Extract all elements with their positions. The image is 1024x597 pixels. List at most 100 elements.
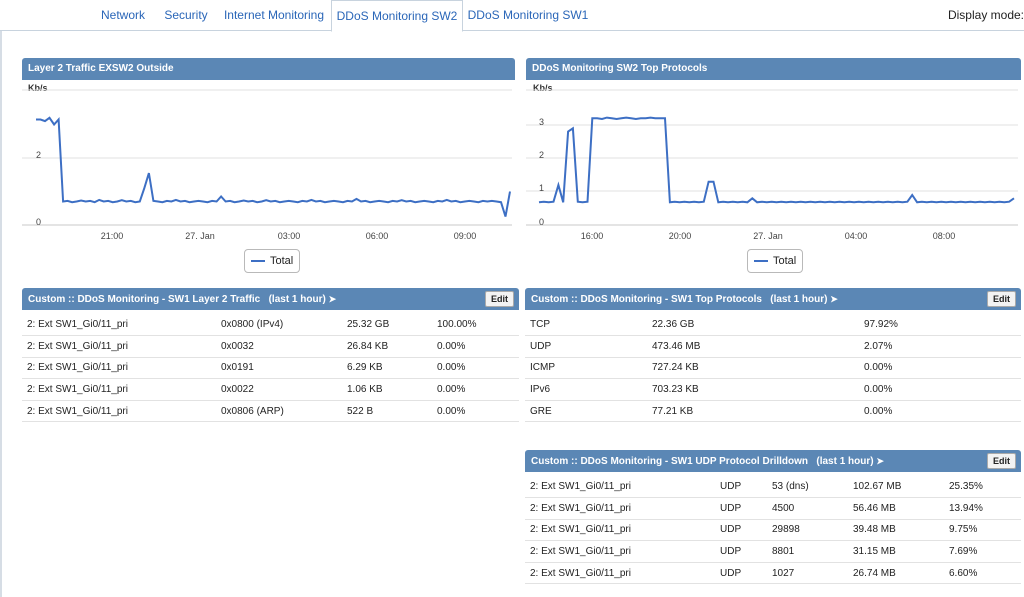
table-cell: 1.06 KB bbox=[342, 378, 432, 401]
table-cell: 100.00% bbox=[432, 314, 519, 337]
table-cell: 2: Ext SW1_Gi0/11_pri bbox=[22, 357, 216, 380]
tab-ddos-monitoring-sw2[interactable]: DDoS Monitoring SW2 bbox=[331, 0, 463, 32]
y-tick-label: 2 bbox=[36, 150, 41, 160]
y-axis-unit: Kb/s bbox=[28, 83, 48, 93]
edit-button[interactable]: Edit bbox=[485, 291, 514, 307]
table-row: 2: Ext SW1_Gi0/11_pri UDP 4500 56.46 MB 13.9… bbox=[525, 497, 1021, 520]
table-cell: 0.00% bbox=[432, 400, 519, 423]
table-sw1-layer2: 2: Ext SW1_Gi0/11_pri 0x0800 (IPv4) 25.32 … bbox=[22, 314, 519, 423]
chart-top-protocols: Kb/s 3 2 1 0 16:00 20:00 27. Jan 04:00 0… bbox=[526, 83, 1018, 241]
table-row: 2: Ext SW1_Gi0/11_pri 0x0022 1.06 KB 0.00% bbox=[22, 378, 519, 401]
panel-title[interactable]: Custom :: DDoS Monitoring - SW1 UDP Prot… bbox=[531, 456, 809, 467]
table-cell: 2.07% bbox=[859, 335, 1021, 358]
table-cell: 1027 bbox=[767, 562, 848, 585]
table-cell: 0.00% bbox=[859, 400, 1021, 423]
table-cell: 0.00% bbox=[859, 378, 1021, 401]
table-row: 2: Ext SW1_Gi0/11_pri 0x0800 (IPv4) 25.32 … bbox=[22, 314, 519, 337]
y-tick-label: 1 bbox=[539, 183, 544, 193]
table-cell: 31.15 MB bbox=[848, 540, 944, 563]
period-label: (last 1 hour) bbox=[770, 294, 828, 305]
table-cell: 703.23 KB bbox=[647, 378, 859, 401]
dashboard-content: Layer 2 Traffic EXSW2 Outside Kb/s 2 0 2… bbox=[0, 31, 1024, 597]
series-total bbox=[538, 116, 1015, 204]
table-cell: 2: Ext SW1_Gi0/11_pri bbox=[525, 562, 715, 585]
tab-internet-monitoring[interactable]: Internet Monitoring bbox=[223, 8, 325, 22]
y-axis-unit: Kb/s bbox=[533, 83, 553, 93]
x-tick-label: 20:00 bbox=[669, 231, 692, 241]
panel-header-layer2-traffic: Layer 2 Traffic EXSW2 Outside bbox=[22, 58, 515, 80]
table-cell: TCP bbox=[525, 314, 647, 337]
expand-arrow-icon[interactable]: ➤ bbox=[830, 294, 838, 304]
table-cell: ICMP bbox=[525, 357, 647, 380]
table-cell: 9.75% bbox=[944, 519, 1021, 542]
table-cell: 2: Ext SW1_Gi0/11_pri bbox=[22, 314, 216, 337]
edit-button[interactable]: Edit bbox=[987, 453, 1016, 469]
legend-total[interactable]: Total bbox=[747, 249, 804, 273]
series-line-total bbox=[36, 116, 511, 217]
table-cell: 56.46 MB bbox=[848, 497, 944, 520]
table-cell: 0x0191 bbox=[216, 357, 342, 380]
edit-button[interactable]: Edit bbox=[987, 291, 1016, 307]
series-total bbox=[36, 116, 511, 217]
table-cell: 25.35% bbox=[944, 476, 1021, 499]
table-cell: UDP bbox=[715, 476, 767, 499]
table-row: 2: Ext SW1_Gi0/11_pri UDP 53 (dns) 102.67 M… bbox=[525, 476, 1021, 499]
table-cell: 473.46 MB bbox=[647, 335, 859, 358]
table-row: 2: Ext SW1_Gi0/11_pri 0x0032 26.84 KB 0.00% bbox=[22, 335, 519, 358]
table-cell: IPv6 bbox=[525, 378, 647, 401]
tab-ddos-monitoring-sw1[interactable]: DDoS Monitoring SW1 bbox=[467, 8, 589, 22]
table-cell: 0x0800 (IPv4) bbox=[216, 314, 342, 337]
table-cell: 0.00% bbox=[432, 378, 519, 401]
table-cell: 2: Ext SW1_Gi0/11_pri bbox=[525, 497, 715, 520]
table-cell: 7.69% bbox=[944, 540, 1021, 563]
y-tick-label: 0 bbox=[36, 217, 41, 227]
table-row: 2: Ext SW1_Gi0/11_pri UDP 1027 26.74 MB 6.60… bbox=[525, 562, 1021, 585]
table-cell: 727.24 KB bbox=[647, 357, 859, 380]
table-cell: 0x0022 bbox=[216, 378, 342, 401]
table-cell: 2: Ext SW1_Gi0/11_pri bbox=[525, 476, 715, 499]
display-mode-label[interactable]: Display mode: bbox=[947, 8, 1024, 22]
panel-title: Layer 2 Traffic EXSW2 Outside bbox=[28, 63, 174, 74]
table-cell: 22.36 GB bbox=[647, 314, 859, 337]
table-cell: UDP bbox=[525, 335, 647, 358]
expand-arrow-icon[interactable]: ➤ bbox=[876, 456, 884, 466]
table-cell: 522 B bbox=[342, 400, 432, 423]
y-tick-label: 0 bbox=[539, 217, 544, 227]
table-row: 2: Ext SW1_Gi0/11_pri 0x0806 (ARP) 522 B 0.… bbox=[22, 400, 519, 423]
panel-header-sw1-layer2: Custom :: DDoS Monitoring - SW1 Layer 2 … bbox=[22, 288, 519, 310]
tab-security[interactable]: Security bbox=[164, 8, 208, 22]
table-sw1-top-protocols: TCP 22.36 GB 97.92% UDP 473.46 MB 2.07% ICMP 72… bbox=[525, 314, 1021, 423]
table-cell: 25.32 GB bbox=[342, 314, 432, 337]
period-label: (last 1 hour) bbox=[268, 294, 326, 305]
expand-arrow-icon[interactable]: ➤ bbox=[328, 294, 337, 304]
table-cell: 6.60% bbox=[944, 562, 1021, 585]
x-tick-label: 27. Jan bbox=[185, 231, 215, 241]
panel-title[interactable]: Custom :: DDoS Monitoring - SW1 Top Prot… bbox=[531, 294, 762, 305]
panel-title[interactable]: Custom :: DDoS Monitoring - SW1 Layer 2 … bbox=[28, 294, 261, 305]
table-cell: 53 (dns) bbox=[767, 476, 848, 499]
legend-total[interactable]: Total bbox=[244, 249, 301, 273]
legend-label: Total bbox=[270, 255, 294, 267]
period-label: (last 1 hour) bbox=[816, 456, 874, 467]
x-tick-label: 06:00 bbox=[366, 231, 389, 241]
table-cell: 77.21 KB bbox=[647, 400, 859, 423]
table-sw1-udp-drilldown: 2: Ext SW1_Gi0/11_pri UDP 53 (dns) 102.67 M… bbox=[525, 476, 1021, 585]
table-cell: 0x0032 bbox=[216, 335, 342, 358]
x-tick-label: 27. Jan bbox=[753, 231, 783, 241]
table-row: IPv6 703.23 KB 0.00% bbox=[525, 378, 1021, 401]
legend-label: Total bbox=[773, 255, 797, 267]
table-cell: UDP bbox=[715, 519, 767, 542]
x-tick-label: 16:00 bbox=[581, 231, 604, 241]
table-cell: UDP bbox=[715, 540, 767, 563]
x-tick-label: 09:00 bbox=[454, 231, 477, 241]
tab-network[interactable]: Network bbox=[100, 8, 145, 22]
table-row: UDP 473.46 MB 2.07% bbox=[525, 335, 1021, 358]
tab-bar: Network Security Internet Monitoring DDo… bbox=[0, 0, 1024, 32]
table-row: TCP 22.36 GB 97.92% bbox=[525, 314, 1021, 337]
panel-header-top-protocols: DDoS Monitoring SW2 Top Protocols bbox=[526, 58, 1021, 80]
table-cell: 2: Ext SW1_Gi0/11_pri bbox=[22, 378, 216, 401]
table-cell: 2: Ext SW1_Gi0/11_pri bbox=[22, 400, 216, 423]
table-cell: 102.67 MB bbox=[848, 476, 944, 499]
table-cell: 8801 bbox=[767, 540, 848, 563]
table-cell: 26.74 MB bbox=[848, 562, 944, 585]
